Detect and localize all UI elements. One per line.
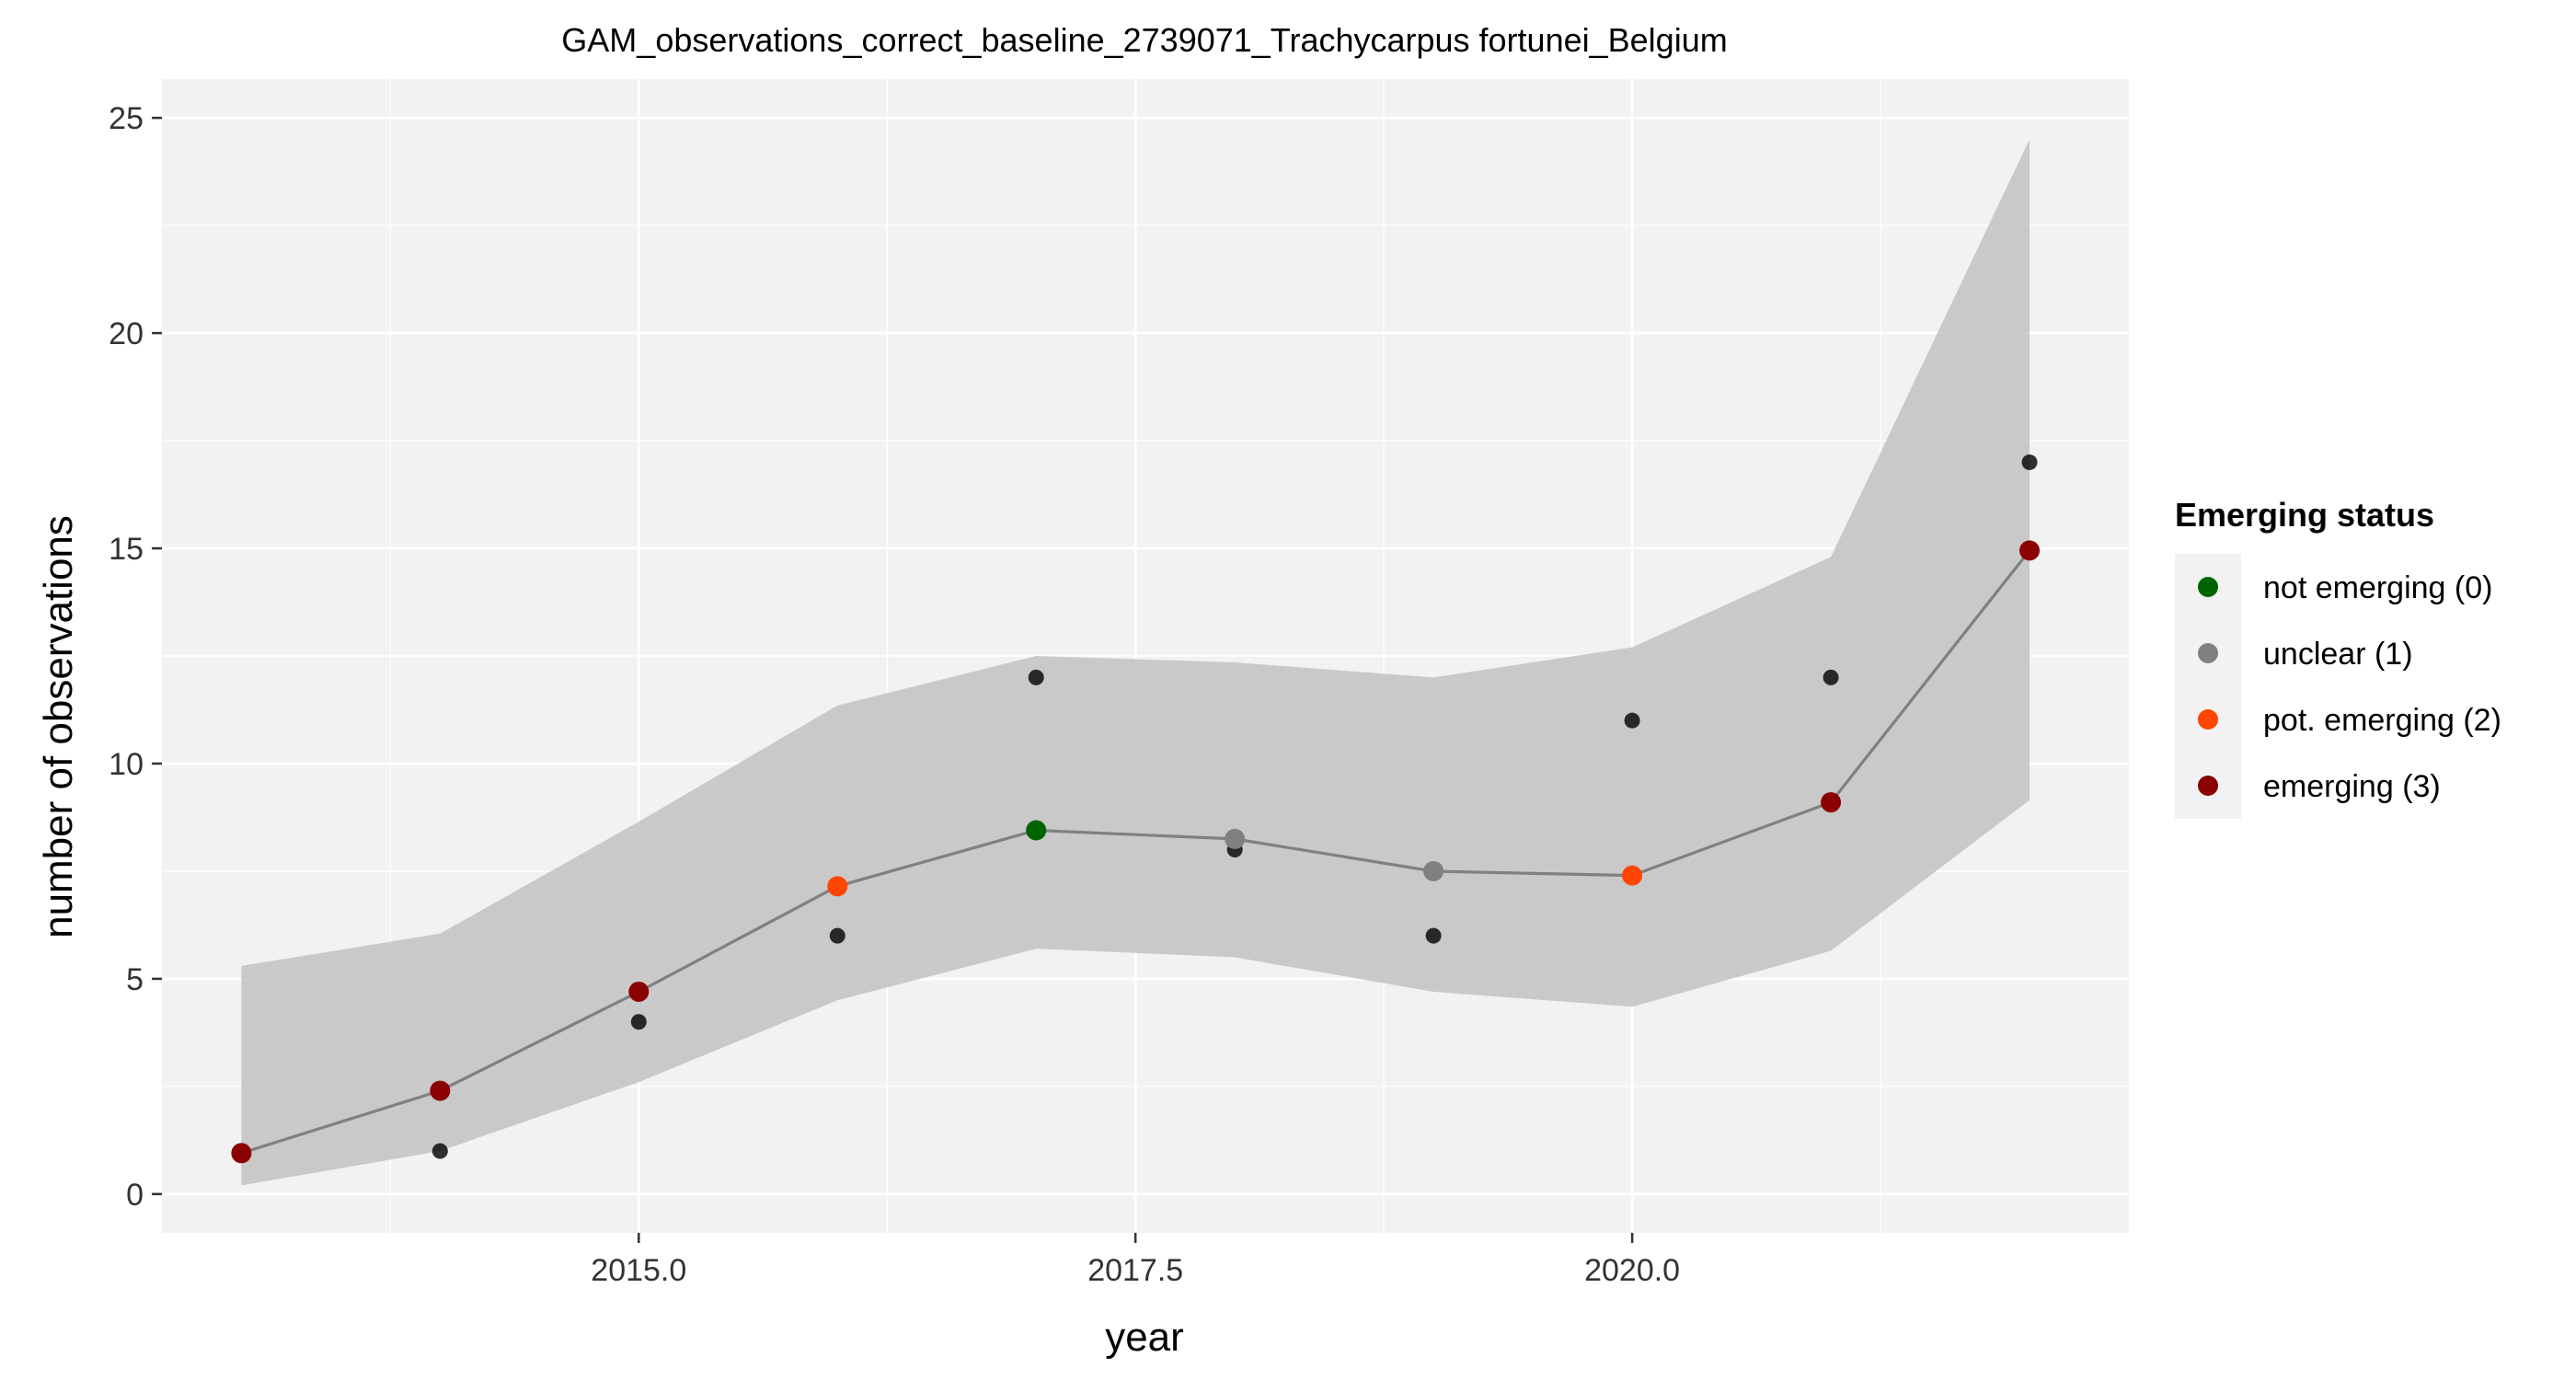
y-axis-title: number of observations [36,515,81,938]
status-point [628,981,650,1002]
x-tick-label: 2017.5 [1087,1253,1183,1288]
confidence-ribbon [241,139,2030,1186]
y-tick-label: 20 [109,316,144,351]
legend-key-3 [2198,776,2218,796]
observed-point [1028,669,1044,685]
observed-point [2021,454,2038,470]
legend: Emerging status not emerging (0) unclear (… [2175,496,2501,819]
legend-label: emerging (3) [2263,769,2441,804]
observed-point [829,927,845,944]
legend-label: pot. emerging (2) [2263,703,2501,738]
axes: 0 5 10 15 20 25 2015.0 2017.5 2020.0 [109,101,1680,1288]
observed-point [1823,669,1839,685]
fit-line-layer [240,549,2031,1155]
y-tick-label: 10 [109,747,144,782]
legend-title: Emerging status [2175,496,2434,534]
y-tick-label: 5 [126,962,144,997]
status-point [231,1143,252,1164]
legend-key-1 [2198,643,2218,663]
observed-point [431,1143,448,1159]
status-point [2019,540,2041,561]
legend-label: not emerging (0) [2263,570,2492,605]
x-axis-title: year [1105,1315,1184,1360]
y-tick-label: 25 [109,101,144,136]
chart-title: GAM_observations_correct_baseline_273907… [561,21,1727,59]
status-point [1026,820,1047,841]
status-point [1622,865,1643,886]
x-tick-label: 2020.0 [1584,1253,1680,1288]
observed-point [1624,712,1640,729]
legend-key-background [2175,554,2241,819]
observed-point [630,1014,647,1030]
fit-line [240,549,2031,1155]
y-tick-label: 15 [109,532,144,567]
observed-point [1425,927,1442,944]
status-point [1225,828,1246,849]
status-points-layer [231,540,2041,1164]
status-point [1821,792,1842,813]
status-point [827,876,848,897]
status-point [430,1080,451,1101]
x-tick-label: 2015.0 [591,1253,686,1288]
legend-key-0 [2198,577,2218,597]
confidence-band [241,139,2030,1186]
legend-label: unclear (1) [2263,637,2413,672]
legend-key-2 [2198,709,2218,730]
y-tick-label: 0 [126,1178,144,1213]
status-point [1423,860,1444,881]
